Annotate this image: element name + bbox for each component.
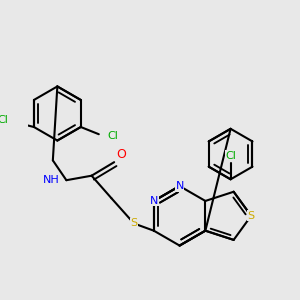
Text: N: N bbox=[150, 196, 158, 206]
Text: O: O bbox=[116, 148, 126, 161]
Text: N: N bbox=[176, 181, 184, 191]
Text: S: S bbox=[130, 218, 138, 229]
Text: NH: NH bbox=[42, 175, 59, 185]
Text: Cl: Cl bbox=[108, 131, 119, 141]
Text: Cl: Cl bbox=[0, 115, 9, 125]
Text: S: S bbox=[248, 211, 255, 221]
Text: Cl: Cl bbox=[225, 151, 236, 161]
